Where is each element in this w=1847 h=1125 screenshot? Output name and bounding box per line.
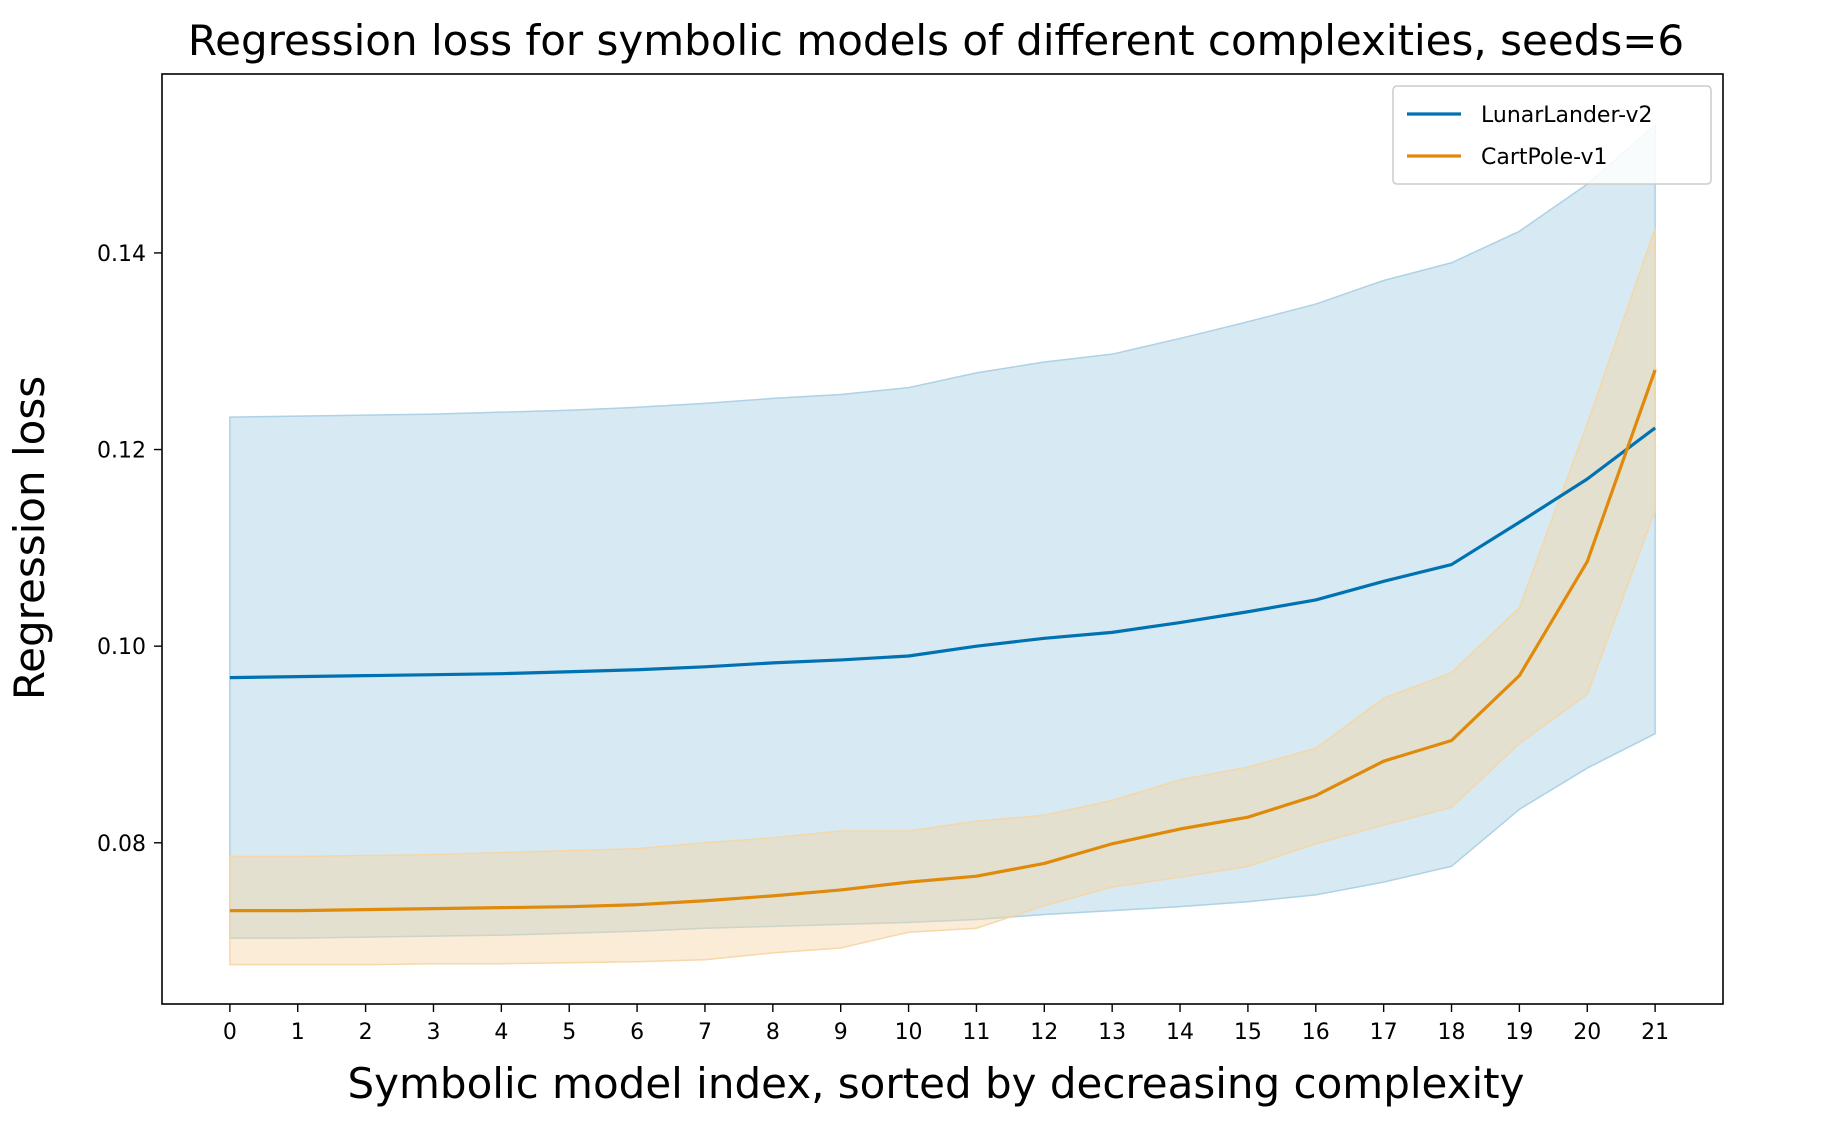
x-tick-label: 12 <box>1030 1020 1058 1045</box>
y-tick-label: 0.12 <box>97 439 146 464</box>
line-cartpole-v1 <box>229 369 1657 913</box>
x-tick-label: 5 <box>562 1020 576 1045</box>
x-tick-label: 8 <box>766 1020 780 1045</box>
legend-label: CartPole-v1 <box>1481 145 1607 170</box>
y-tick-label: 0.10 <box>97 635 146 660</box>
x-tick-label: 9 <box>834 1020 848 1045</box>
x-axis-label: Symbolic model index, sorted by decreasi… <box>347 1059 1524 1108</box>
confidence-bands <box>229 123 1656 966</box>
x-tick-label: 21 <box>1641 1020 1669 1045</box>
legend: LunarLander-v2 CartPole-v1 <box>1392 85 1712 185</box>
x-tick-label: 6 <box>630 1020 644 1045</box>
x-tick-label: 15 <box>1234 1020 1262 1045</box>
x-axis-ticks: 0 1 2 3 4 5 6 7 8 9 10 11 12 13 14 15 16 17 18 19 20 21 <box>223 1004 1669 1045</box>
legend-box <box>1392 85 1712 185</box>
x-tick-label: 17 <box>1370 1020 1398 1045</box>
x-tick-label: 0 <box>223 1020 237 1045</box>
y-tick-label: 0.08 <box>97 832 146 857</box>
x-tick-label: 1 <box>291 1020 305 1045</box>
x-tick-label: 10 <box>895 1020 923 1045</box>
x-tick-label: 13 <box>1098 1020 1126 1045</box>
chart-title: Regression loss for symbolic models of d… <box>188 16 1684 65</box>
x-tick-label: 4 <box>494 1020 508 1045</box>
line-lunarlander-v2 <box>229 426 1657 680</box>
x-tick-label: 2 <box>359 1020 373 1045</box>
x-tick-label: 3 <box>426 1020 440 1045</box>
x-tick-label: 20 <box>1573 1020 1601 1045</box>
y-axis-label: Regression loss <box>5 376 54 700</box>
band-lunarlander-v2 <box>229 123 1656 939</box>
band-cartpole-v1 <box>229 228 1656 966</box>
plot-frame <box>161 73 1724 1005</box>
series-lines <box>229 369 1657 913</box>
x-tick-label: 14 <box>1166 1020 1194 1045</box>
x-tick-label: 7 <box>698 1020 712 1045</box>
legend-label: LunarLander-v2 <box>1481 103 1652 128</box>
x-tick-label: 19 <box>1505 1020 1533 1045</box>
y-axis-ticks: 0.08 0.10 0.12 0.14 <box>97 242 162 857</box>
x-tick-label: 18 <box>1438 1020 1466 1045</box>
x-tick-label: 11 <box>962 1020 990 1045</box>
x-tick-label: 16 <box>1302 1020 1330 1045</box>
y-tick-label: 0.14 <box>97 242 146 267</box>
